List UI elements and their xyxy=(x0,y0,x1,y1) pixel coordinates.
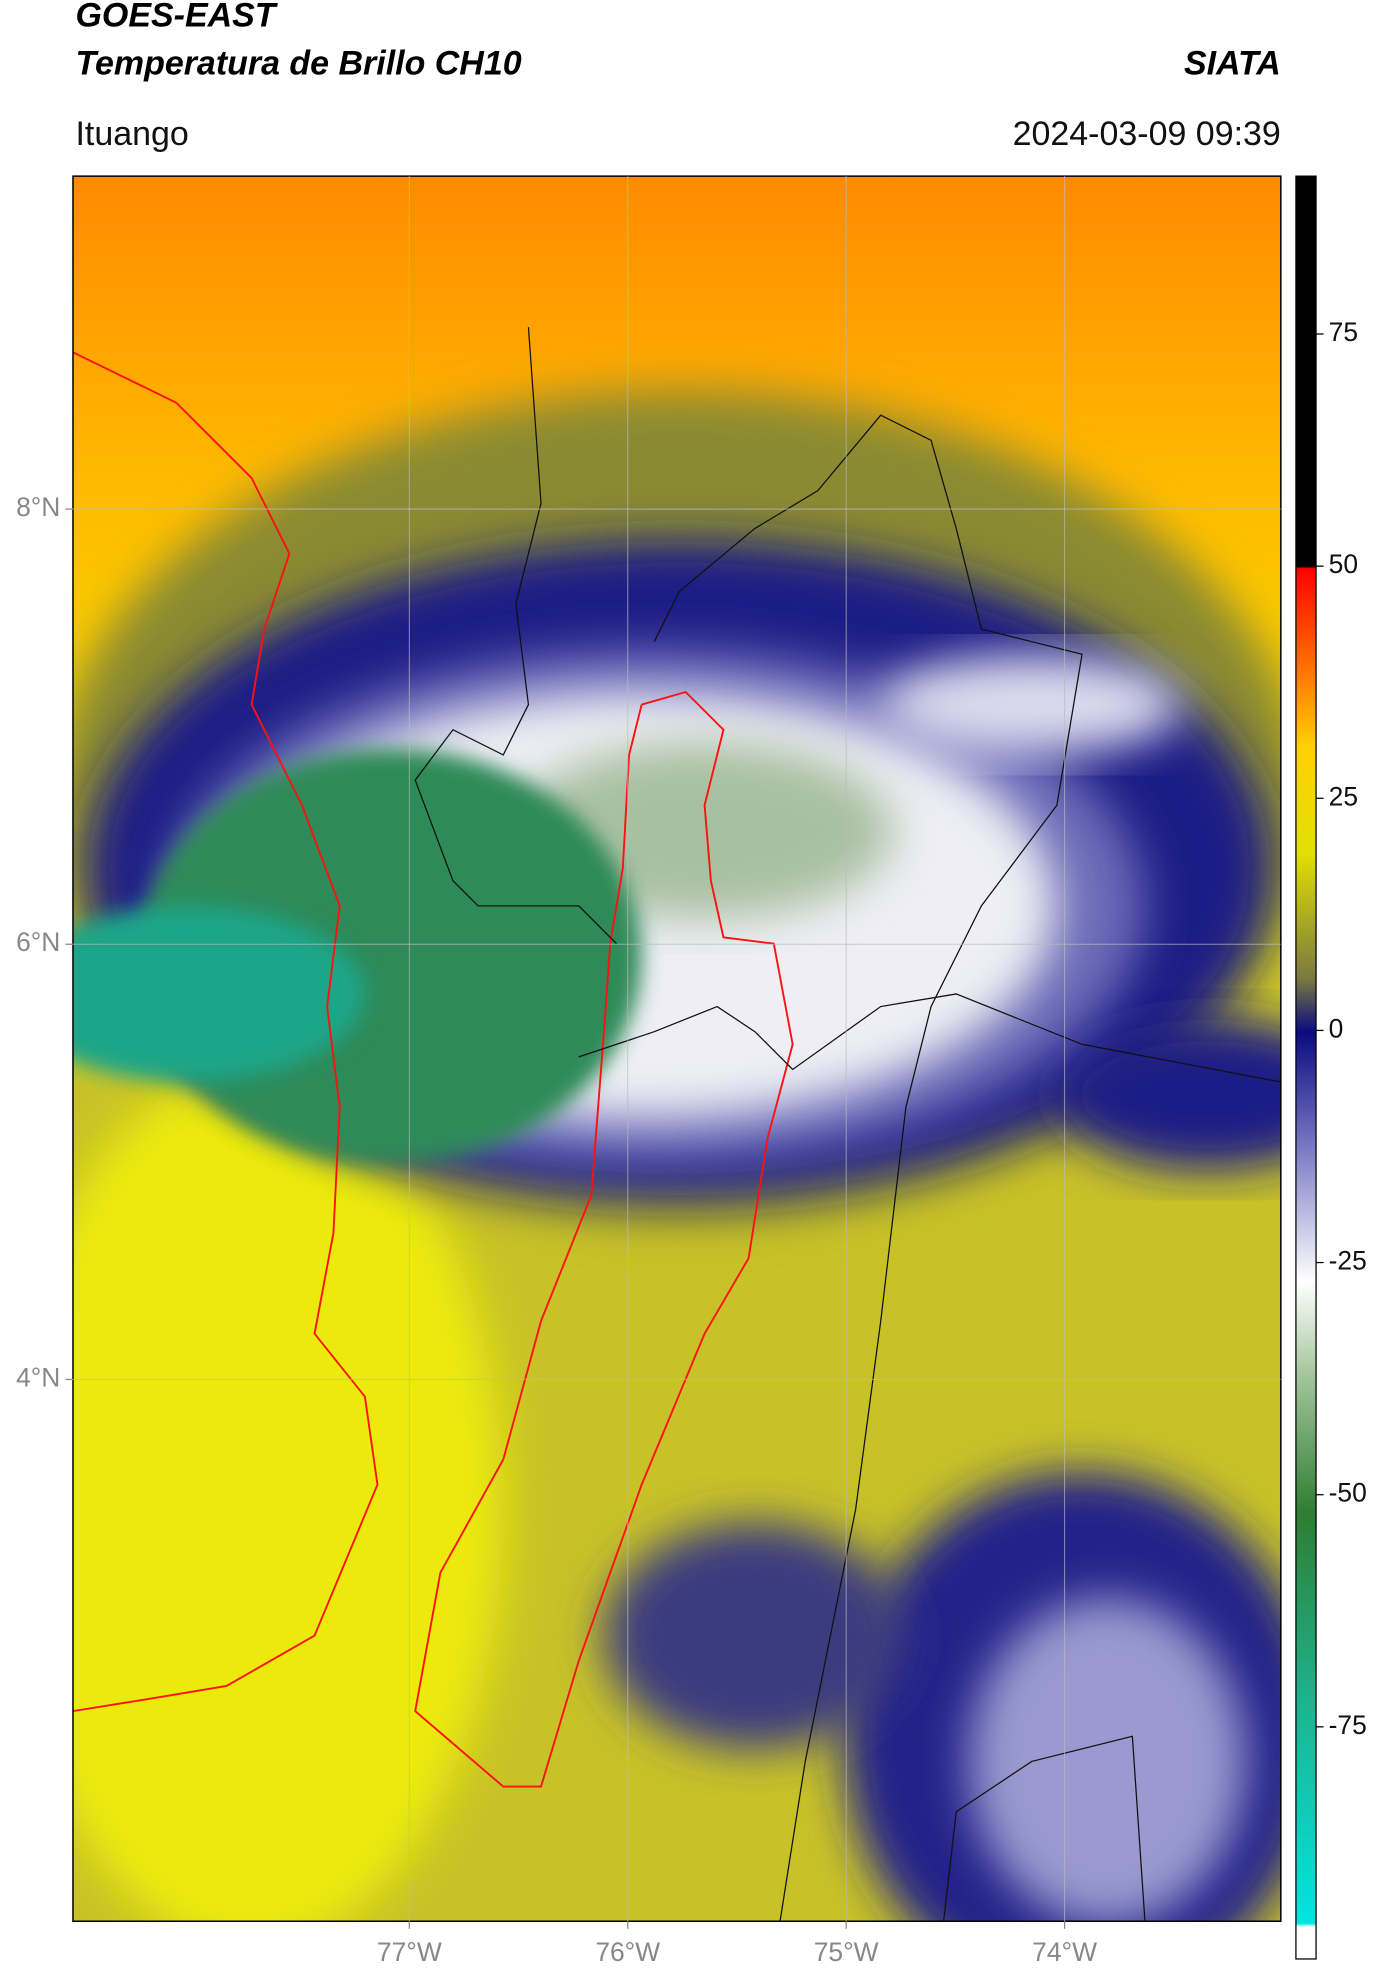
colorbar-tick-label: 0 xyxy=(1329,1013,1344,1043)
colorbar-tick-label: -25 xyxy=(1329,1246,1367,1276)
x-tick-label: 77°W xyxy=(377,1937,442,1967)
y-tick-label: 8°N xyxy=(16,492,60,522)
x-tick-label: 74°W xyxy=(1032,1937,1097,1967)
colorbar-tick-label: 25 xyxy=(1329,781,1358,811)
timestamp: 2024-03-09 09:39 xyxy=(1013,115,1281,153)
location: Ituango xyxy=(75,115,188,153)
title: GOES-EAST xyxy=(75,0,278,35)
colorbar-tick-label: 50 xyxy=(1329,549,1358,579)
y-tick-label: 6°N xyxy=(16,927,60,957)
organization: SIATA xyxy=(1184,44,1281,82)
colorbar-tick-label: -50 xyxy=(1329,1478,1367,1508)
map-image xyxy=(72,176,1281,1922)
subtitle: Temperatura de Brillo CH10 xyxy=(75,44,521,82)
y-tick-label: 4°N xyxy=(16,1362,60,1392)
colorbar-tick-label: 75 xyxy=(1329,317,1358,347)
map-frame xyxy=(72,175,1282,1922)
colorbar xyxy=(1295,175,1317,1960)
colorbar-tick-label: -75 xyxy=(1329,1710,1367,1740)
x-tick-label: 75°W xyxy=(814,1937,879,1967)
x-tick-label: 76°W xyxy=(595,1937,660,1967)
